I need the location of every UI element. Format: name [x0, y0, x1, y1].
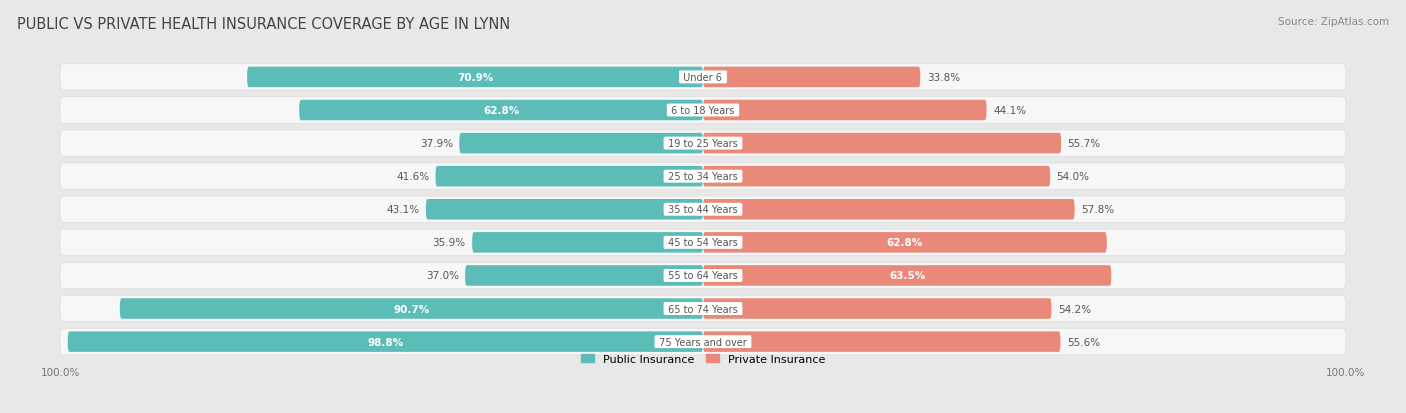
- Text: 55 to 64 Years: 55 to 64 Years: [665, 271, 741, 281]
- Text: 90.7%: 90.7%: [394, 304, 429, 314]
- FancyBboxPatch shape: [460, 133, 703, 154]
- Text: 25 to 34 Years: 25 to 34 Years: [665, 172, 741, 182]
- Text: 54.2%: 54.2%: [1057, 304, 1091, 314]
- FancyBboxPatch shape: [67, 332, 703, 352]
- FancyBboxPatch shape: [465, 266, 703, 286]
- FancyBboxPatch shape: [247, 67, 703, 88]
- FancyBboxPatch shape: [472, 233, 703, 253]
- Text: 19 to 25 Years: 19 to 25 Years: [665, 139, 741, 149]
- Text: 55.6%: 55.6%: [1067, 337, 1099, 347]
- Text: 37.9%: 37.9%: [420, 139, 453, 149]
- FancyBboxPatch shape: [703, 299, 1052, 319]
- Text: 65 to 74 Years: 65 to 74 Years: [665, 304, 741, 314]
- Text: 75 Years and over: 75 Years and over: [657, 337, 749, 347]
- FancyBboxPatch shape: [703, 100, 987, 121]
- Text: 35 to 44 Years: 35 to 44 Years: [665, 205, 741, 215]
- FancyBboxPatch shape: [703, 266, 1111, 286]
- FancyBboxPatch shape: [60, 230, 1346, 256]
- Text: 63.5%: 63.5%: [889, 271, 925, 281]
- FancyBboxPatch shape: [60, 97, 1346, 124]
- FancyBboxPatch shape: [703, 199, 1074, 220]
- FancyBboxPatch shape: [703, 332, 1060, 352]
- Legend: Public Insurance, Private Insurance: Public Insurance, Private Insurance: [581, 354, 825, 364]
- Text: 62.8%: 62.8%: [887, 238, 922, 248]
- Text: 35.9%: 35.9%: [433, 238, 465, 248]
- Text: 6 to 18 Years: 6 to 18 Years: [668, 106, 738, 116]
- FancyBboxPatch shape: [60, 296, 1346, 322]
- FancyBboxPatch shape: [60, 164, 1346, 190]
- Text: PUBLIC VS PRIVATE HEALTH INSURANCE COVERAGE BY AGE IN LYNN: PUBLIC VS PRIVATE HEALTH INSURANCE COVER…: [17, 17, 510, 31]
- Text: 54.0%: 54.0%: [1057, 172, 1090, 182]
- FancyBboxPatch shape: [60, 263, 1346, 289]
- Text: 70.9%: 70.9%: [457, 73, 494, 83]
- Text: 62.8%: 62.8%: [484, 106, 519, 116]
- FancyBboxPatch shape: [60, 64, 1346, 91]
- FancyBboxPatch shape: [436, 166, 703, 187]
- FancyBboxPatch shape: [703, 166, 1050, 187]
- FancyBboxPatch shape: [703, 67, 921, 88]
- Text: 44.1%: 44.1%: [993, 106, 1026, 116]
- FancyBboxPatch shape: [120, 299, 703, 319]
- Text: 57.8%: 57.8%: [1081, 205, 1114, 215]
- Text: 33.8%: 33.8%: [927, 73, 960, 83]
- FancyBboxPatch shape: [703, 133, 1062, 154]
- FancyBboxPatch shape: [60, 197, 1346, 223]
- Text: 43.1%: 43.1%: [387, 205, 419, 215]
- Text: 37.0%: 37.0%: [426, 271, 458, 281]
- Text: 98.8%: 98.8%: [367, 337, 404, 347]
- FancyBboxPatch shape: [299, 100, 703, 121]
- Text: 55.7%: 55.7%: [1067, 139, 1101, 149]
- Text: Under 6: Under 6: [681, 73, 725, 83]
- Text: 41.6%: 41.6%: [396, 172, 429, 182]
- Text: 45 to 54 Years: 45 to 54 Years: [665, 238, 741, 248]
- FancyBboxPatch shape: [426, 199, 703, 220]
- FancyBboxPatch shape: [60, 329, 1346, 355]
- FancyBboxPatch shape: [60, 131, 1346, 157]
- FancyBboxPatch shape: [703, 233, 1107, 253]
- Text: Source: ZipAtlas.com: Source: ZipAtlas.com: [1278, 17, 1389, 26]
